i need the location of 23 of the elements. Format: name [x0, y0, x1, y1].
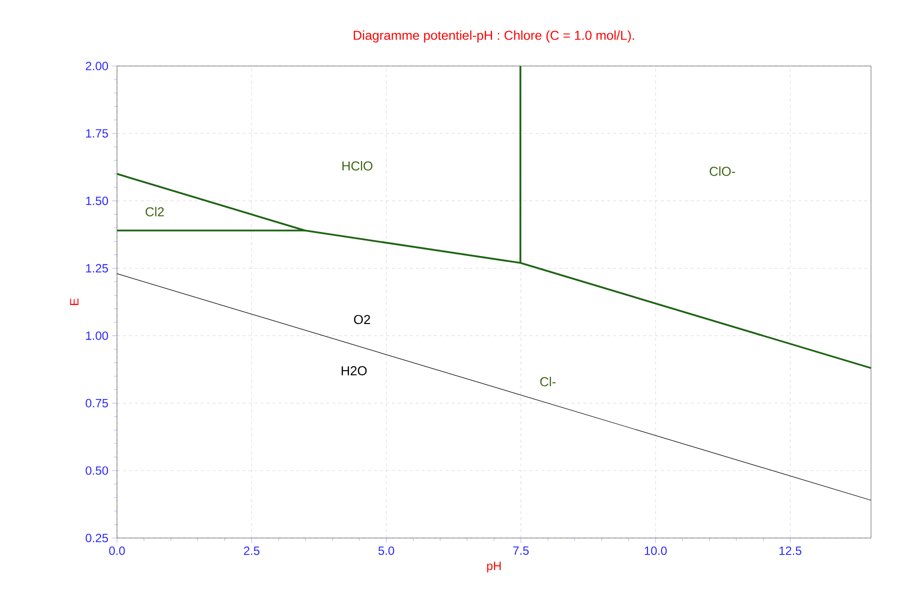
annotation: O2: [354, 314, 370, 324]
x-axis-title: pH: [487, 562, 501, 573]
y-tick-label: 1.50: [86, 196, 108, 206]
x-tick-label: 7.5: [513, 546, 529, 555]
y-axis-title: E: [70, 298, 78, 305]
x-tick-label: 2.5: [244, 546, 260, 555]
y-tick-label: 1.25: [86, 264, 108, 273]
x-tick-label: 12.5: [779, 546, 802, 555]
y-tick-label: 0.75: [86, 398, 108, 408]
y-tick-label: 0.50: [86, 466, 108, 475]
chart-title: Diagramme potentiel-pH : Chlore (C = 1.0 mol/L).: [354, 30, 634, 42]
x-tick-label: 0.0: [109, 546, 125, 555]
annotation: ClO-: [710, 166, 736, 176]
annotation: Cl2: [146, 206, 164, 216]
annotation: H2O: [342, 366, 367, 376]
y-tick-label: 0.25: [86, 534, 108, 542]
annotation: Cl-: [540, 376, 556, 386]
y-tick-label: 1.75: [86, 129, 108, 138]
annotation: HClO: [342, 161, 372, 171]
x-tick-label: 5.0: [378, 546, 394, 555]
y-tick-label: 2.00: [86, 62, 108, 70]
y-tick-label: 1.00: [86, 331, 108, 340]
x-tick-label: 10.0: [644, 546, 667, 555]
